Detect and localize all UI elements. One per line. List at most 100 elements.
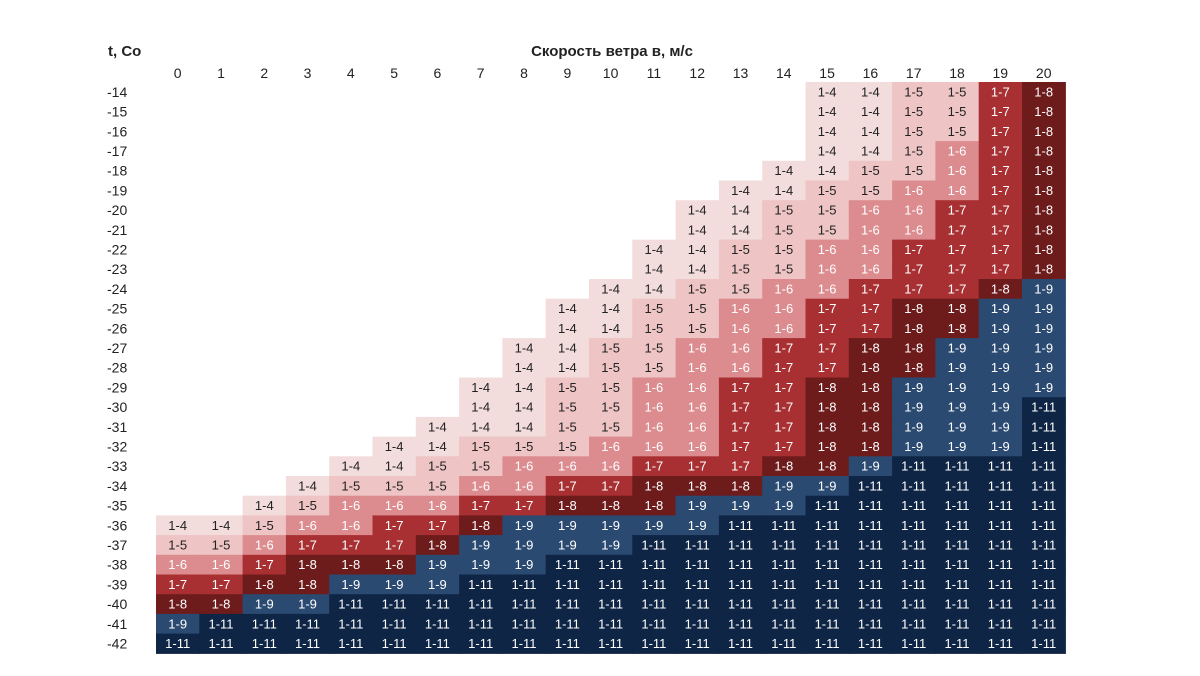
heatmap-cell <box>805 416 850 438</box>
heatmap-cell-label: 1-5 <box>731 281 750 296</box>
heatmap-cell-label: 1-7 <box>991 104 1010 119</box>
heatmap-cell <box>242 515 287 536</box>
heatmap-cell-label: 1-4 <box>471 419 490 434</box>
heatmap-cell-label: 1-8 <box>991 281 1010 296</box>
heatmap-cell-label: 1-8 <box>904 360 923 375</box>
heatmap-cell-label: 1-11 <box>1031 557 1056 572</box>
heatmap-cell-label: 1-9 <box>818 478 837 493</box>
heatmap-cell <box>329 495 374 516</box>
heatmap-cell-label: 1-11 <box>641 537 666 552</box>
heatmap-cell <box>935 554 980 576</box>
heatmap-cell <box>805 101 850 122</box>
heatmap-cell-label: 1-8 <box>1034 104 1053 119</box>
y-tick-label: -23 <box>107 261 127 277</box>
heatmap-cell <box>762 495 807 516</box>
heatmap-cell <box>502 357 547 379</box>
heatmap-cell <box>935 101 980 122</box>
heatmap-cell-label: 1-9 <box>1034 301 1053 316</box>
heatmap-cell <box>892 416 936 438</box>
heatmap-cell-label: 1-11 <box>598 636 623 651</box>
heatmap-cell-label: 1-4 <box>601 281 620 296</box>
heatmap-cell <box>935 476 980 497</box>
heatmap-cell-label: 1-9 <box>774 478 793 493</box>
heatmap-cell-label: 1-6 <box>731 340 750 355</box>
heatmap-cell <box>459 554 503 576</box>
heatmap-cell-label: 1-6 <box>515 459 534 474</box>
y-tick-label: -39 <box>107 576 127 592</box>
heatmap-cell <box>718 219 763 241</box>
y-tick-label: -31 <box>107 419 127 435</box>
heatmap-cell <box>632 633 677 654</box>
heatmap-cell <box>935 180 980 201</box>
heatmap-cell-label: 1-7 <box>991 84 1010 99</box>
heatmap-cell <box>675 633 720 654</box>
heatmap-cell <box>718 377 763 398</box>
heatmap-cell <box>675 338 720 359</box>
heatmap-cell <box>805 141 850 162</box>
heatmap-cell <box>762 554 807 576</box>
heatmap-cell <box>1022 594 1066 615</box>
heatmap-cell-label: 1-9 <box>1034 360 1053 375</box>
heatmap-cell-label: 1-11 <box>641 636 666 651</box>
heatmap-cell-label: 1-7 <box>645 459 664 474</box>
heatmap-cell <box>805 377 850 398</box>
heatmap-cell <box>978 495 1023 516</box>
heatmap-cell-label: 1-11 <box>858 557 883 572</box>
heatmap-cell-label: 1-4 <box>515 419 534 434</box>
heatmap-cell-label: 1-11 <box>944 557 969 572</box>
heatmap-cell-label: 1-6 <box>688 400 707 415</box>
heatmap-cell-label: 1-7 <box>168 577 187 592</box>
heatmap-cell-label: 1-4 <box>774 163 793 178</box>
heatmap-cell-label: 1-8 <box>1034 124 1053 139</box>
heatmap-cell-label: 1-11 <box>728 636 753 651</box>
heatmap-cell <box>156 574 200 595</box>
heatmap-cell <box>1022 436 1066 457</box>
heatmap-cell-label: 1-9 <box>601 537 620 552</box>
heatmap-cell <box>632 259 677 280</box>
heatmap-cell-label: 1-6 <box>601 439 620 454</box>
heatmap-cell-label: 1-11 <box>468 577 493 592</box>
heatmap-cell <box>892 633 936 654</box>
heatmap-cell <box>1022 239 1066 260</box>
heatmap-cell <box>892 318 936 339</box>
heatmap-cell <box>935 397 980 418</box>
y-tick-label: -24 <box>107 281 127 297</box>
heatmap-cell <box>978 476 1023 497</box>
heatmap-cell-label: 1-9 <box>948 340 967 355</box>
heatmap-cell-label: 1-11 <box>598 557 623 572</box>
heatmap-cell-label: 1-11 <box>685 597 710 612</box>
heatmap-cell <box>372 594 417 615</box>
heatmap-cell-label: 1-11 <box>944 616 969 631</box>
heatmap-cell-label: 1-7 <box>385 518 404 533</box>
heatmap-cell-label: 1-6 <box>948 143 967 158</box>
heatmap-cell-label: 1-5 <box>558 380 577 395</box>
heatmap-cell <box>762 239 807 260</box>
heatmap-cell <box>589 416 633 438</box>
heatmap-cell-label: 1-4 <box>558 360 577 375</box>
heatmap-cell <box>978 554 1023 576</box>
heatmap-cell-label: 1-9 <box>991 439 1010 454</box>
heatmap-cell <box>935 239 980 260</box>
heatmap-cell-label: 1-9 <box>601 518 620 533</box>
heatmap-cell-label: 1-5 <box>255 518 274 533</box>
y-tick-label: -38 <box>107 557 127 573</box>
heatmap-cell <box>805 436 850 457</box>
heatmap-cell <box>892 298 936 319</box>
heatmap-cell-label: 1-4 <box>558 301 577 316</box>
heatmap-cell <box>372 554 417 576</box>
heatmap-cell <box>935 456 980 477</box>
heatmap-cell-label: 1-8 <box>818 400 837 415</box>
x-tick-label: 0 <box>174 65 182 81</box>
heatmap-cell <box>935 279 980 300</box>
heatmap-cell-label: 1-7 <box>948 262 967 277</box>
heatmap-cell-label: 1-4 <box>645 281 664 296</box>
heatmap-cell <box>632 377 677 398</box>
heatmap-cell-label: 1-11 <box>728 557 753 572</box>
heatmap-cell-label: 1-6 <box>601 459 620 474</box>
heatmap-cell <box>978 219 1023 241</box>
heatmap-cell-label: 1-5 <box>212 537 231 552</box>
heatmap-cell <box>545 357 590 379</box>
heatmap-cell <box>675 515 720 536</box>
heatmap-cell-label: 1-4 <box>298 478 317 493</box>
heatmap-cell <box>459 594 503 615</box>
